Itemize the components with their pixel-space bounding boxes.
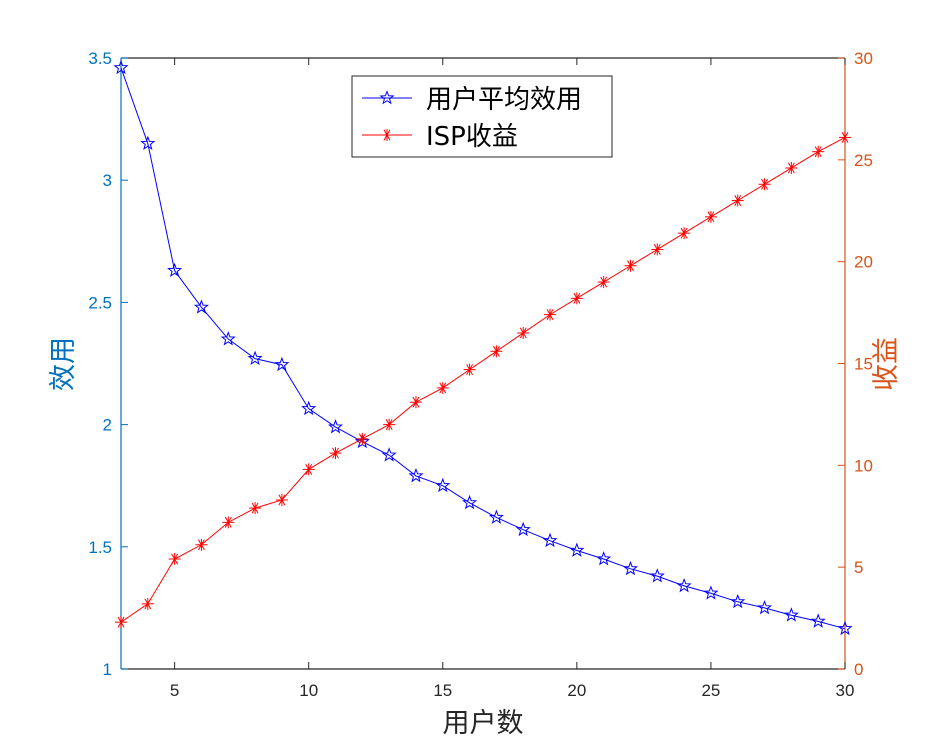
legend-box (351, 75, 613, 158)
data-point-revenue (544, 308, 557, 321)
data-point-utility (703, 585, 719, 600)
data-point-utility (408, 467, 424, 483)
data-point-revenue (785, 161, 798, 174)
data-point-revenue (812, 145, 825, 158)
legend-marker-revenue (381, 129, 393, 141)
x-tick-label: 5 (170, 681, 179, 700)
legend: 用户平均效用 ISP收益 (351, 75, 613, 158)
right-tick-label: 30 (854, 49, 873, 68)
left-y-axis-label: 效用 (48, 337, 79, 391)
data-point-utility (488, 509, 504, 524)
left-y-ticks: 1 1.5 2 2.5 3 3.5 (88, 49, 128, 679)
data-point-revenue (356, 432, 369, 445)
data-point-revenue (678, 227, 691, 240)
right-tick-label: 10 (854, 456, 873, 475)
right-tick-label: 25 (854, 151, 873, 170)
left-tick-label: 1 (103, 660, 112, 679)
legend-label-utility: 用户平均效用 (426, 85, 582, 115)
x-tick-label: 10 (299, 681, 318, 700)
x-tick-label: 25 (701, 681, 720, 700)
data-point-utility (462, 494, 478, 510)
x-tick-label: 30 (836, 681, 855, 700)
data-point-utility (569, 542, 585, 557)
data-point-utility (327, 419, 344, 434)
data-point-utility (435, 477, 451, 493)
left-tick-label: 2.5 (88, 293, 112, 312)
data-point-revenue (624, 259, 637, 272)
data-point-revenue (302, 463, 315, 476)
series-line-1 (120, 136, 846, 623)
data-point-revenue (275, 493, 288, 506)
x-tick-label: 20 (567, 681, 586, 700)
data-point-revenue (436, 381, 449, 394)
data-point-utility (167, 262, 183, 278)
data-point-revenue (704, 210, 717, 223)
data-point-utility (542, 532, 558, 548)
data-point-utility (810, 613, 826, 628)
left-tick-label: 3.5 (88, 49, 112, 68)
data-point-revenue (383, 418, 396, 431)
data-point-revenue (141, 597, 154, 610)
legend-asterisk-marker (381, 129, 393, 141)
data-point-utility (515, 521, 531, 537)
data-point-utility (757, 599, 773, 615)
data-point-revenue (195, 538, 208, 551)
data-point-utility (381, 447, 397, 462)
data-point-revenue (758, 178, 771, 191)
right-tick-label: 15 (854, 355, 873, 374)
data-point-revenue (731, 194, 744, 207)
data-point-revenue (222, 516, 235, 529)
data-point-utility (596, 551, 612, 566)
series-line-0 (120, 67, 846, 630)
right-y-ticks: 0 5 10 15 20 25 30 (838, 49, 873, 679)
data-point-utility (220, 331, 236, 346)
data-point-utility (837, 620, 853, 636)
legend-entry-utility: 用户平均效用 (362, 85, 582, 115)
right-tick-label: 20 (854, 253, 873, 272)
data-point-utility (730, 593, 746, 609)
data-point-revenue (517, 326, 530, 339)
data-point-revenue (651, 243, 664, 256)
data-point-revenue (490, 345, 503, 358)
x-tick-label: 15 (433, 681, 452, 700)
data-point-revenue (839, 131, 851, 144)
right-tick-label: 5 (854, 558, 863, 577)
legend-star-marker (379, 90, 395, 105)
data-point-revenue (168, 553, 181, 566)
series-layer (113, 59, 853, 636)
data-point-utility (783, 607, 799, 622)
data-point-revenue (249, 502, 262, 515)
x-axis-label: 用户数 (443, 708, 524, 739)
data-point-utility (274, 356, 290, 372)
data-point-revenue (329, 447, 342, 460)
data-point-utility (622, 560, 639, 576)
legend-entry-revenue: ISP收益 (362, 122, 518, 152)
left-tick-label: 1.5 (88, 538, 112, 557)
data-point-revenue (409, 396, 422, 409)
right-tick-label: 0 (854, 660, 863, 679)
data-point-utility (193, 299, 209, 314)
left-tick-label: 2 (103, 416, 112, 435)
data-point-revenue (597, 276, 610, 289)
data-point-revenue (463, 363, 476, 376)
legend-label-revenue: ISP收益 (426, 122, 518, 152)
data-point-utility (676, 577, 692, 593)
legend-marker-utility (379, 90, 395, 105)
x-ticks: 5 10 15 20 25 30 (170, 58, 855, 700)
data-point-utility (301, 400, 317, 416)
data-point-revenue (570, 292, 583, 305)
right-y-axis-label: 收益 (871, 337, 902, 391)
data-point-utility (247, 350, 263, 366)
data-point-revenue (115, 616, 127, 629)
data-point-utility (649, 568, 665, 583)
left-tick-label: 3 (103, 171, 112, 190)
data-point-utility (113, 59, 129, 75)
data-point-utility (140, 135, 156, 150)
